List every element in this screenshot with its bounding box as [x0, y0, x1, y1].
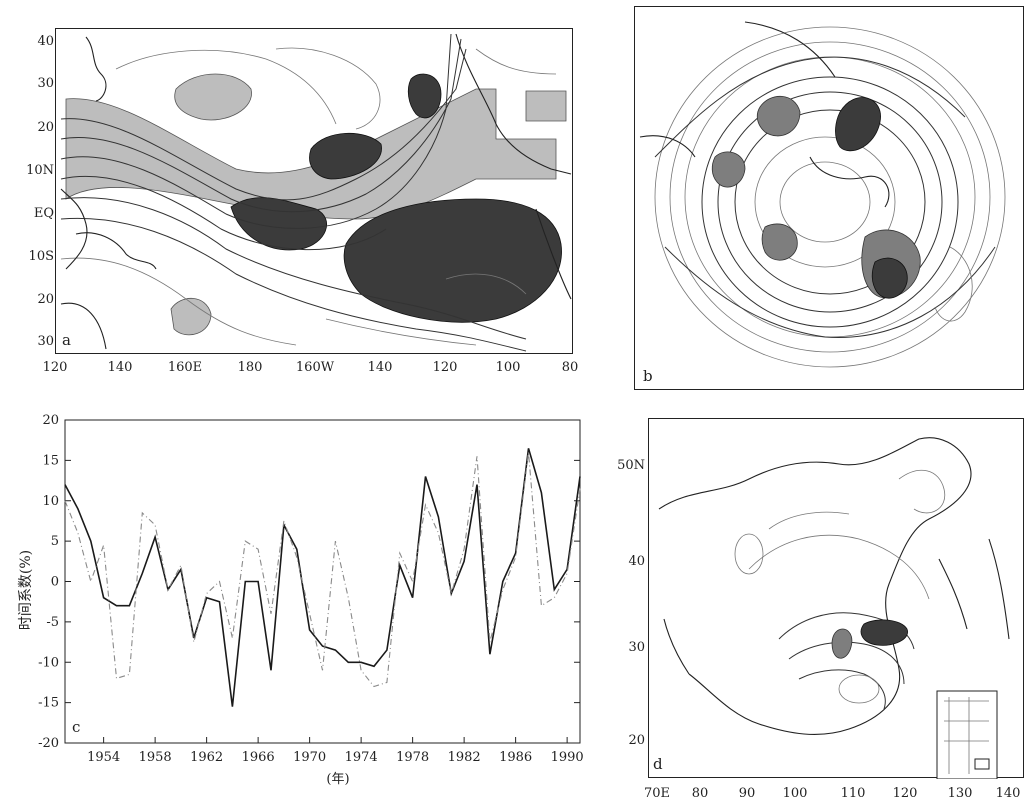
panel-a-ytick-1: 30	[37, 76, 54, 91]
panel-c-ylabel: 时间系数(%)	[18, 549, 34, 631]
chart-c-xtick-label: 1958	[139, 750, 172, 765]
panel-b-contours	[639, 21, 1006, 368]
chart-c-xtick-label: 1986	[499, 750, 532, 765]
panel-c-chart: 20 15 10 5 0 -5 -10 -15 -20 1954 1958 1962 1966 1970 1…	[0, 410, 600, 809]
panel-c-xlabel: (年)	[326, 772, 350, 787]
panel-d-ytick-0: 50N	[617, 458, 645, 473]
panel-d-xtick-3: 100	[782, 786, 808, 801]
panel-b-letter: b	[643, 367, 653, 385]
panel-a-ytick-5: 10S	[28, 249, 54, 264]
panel-d-xtick-4: 110	[840, 786, 866, 801]
panel-a-xtick-4: 160W	[295, 360, 335, 375]
panel-a-ytick-6: 20	[37, 292, 54, 307]
chart-c-ytick-label: 20	[42, 413, 59, 428]
panel-d-map: d	[648, 418, 1024, 779]
panel-d-contours	[658, 437, 1010, 779]
chart-c-ytick-label: 0	[51, 575, 59, 590]
panel-a-ytick-0: 40	[37, 34, 54, 49]
chart-c-xtick-label: 1990	[551, 750, 584, 765]
panel-a-ytick-3: 10N	[26, 163, 54, 178]
panel-b-map: b	[634, 6, 1024, 390]
panel-d-ytick-1: 40	[628, 554, 645, 569]
panel-d-xtick-2: 90	[738, 786, 756, 801]
panel-d-xtick-7: 140	[995, 786, 1021, 801]
panel-d-xtick-1: 80	[691, 786, 709, 801]
chart-c-ytick-label: 10	[42, 494, 59, 509]
chart-c-xtick-label: 1966	[242, 750, 275, 765]
panel-a-letter: a	[62, 331, 71, 349]
panel-c-letter: c	[72, 718, 81, 736]
chart-c-ytick-label: -15	[38, 696, 59, 711]
panel-a-ytick-4: EQ	[33, 206, 54, 221]
chart-c-ytick-label: -5	[46, 615, 59, 630]
panel-a-xtick-8: 80	[561, 360, 579, 375]
panel-a-xtick-0: 120	[42, 360, 68, 375]
chart-c-xtick-label: 1978	[396, 750, 429, 765]
panel-a-ytick-2: 20	[37, 120, 54, 135]
panel-a-xtick-5: 140	[367, 360, 393, 375]
panel-d-letter: d	[653, 755, 663, 773]
panel-d-xtick-6: 130	[947, 786, 973, 801]
panel-c-svg: 20 15 10 5 0 -5 -10 -15 -20 1954 1958 1962 1966 1970 1…	[38, 413, 584, 765]
chart-c-ytick-label: 15	[42, 453, 59, 468]
panel-d-xtick-5: 120	[892, 786, 918, 801]
panel-d-ytick-3: 20	[628, 733, 645, 748]
panel-a-xtick-6: 120	[432, 360, 458, 375]
panel-a-xtick-2: 160E	[167, 360, 203, 375]
panel-a-xtick-3: 180	[237, 360, 263, 375]
chart-c-ytick-label: -20	[38, 736, 59, 751]
chart-c-xtick-label: 1962	[190, 750, 223, 765]
panel-d-ytick-2: 30	[628, 640, 645, 655]
panel-a-xtick-1: 140	[107, 360, 133, 375]
panel-a-xtick-7: 100	[495, 360, 521, 375]
panel-a-map: a	[55, 28, 573, 354]
chart-c-xtick-label: 1982	[448, 750, 481, 765]
chart-c-xtick-label: 1974	[345, 750, 378, 765]
chart-c-xtick-label: 1954	[87, 750, 120, 765]
chart-c-ytick-label: 5	[51, 534, 59, 549]
chart-c-series-0	[64, 448, 581, 707]
chart-c-ytick-label: -10	[38, 655, 59, 670]
panel-d-xtick-0: 70E	[643, 786, 671, 801]
panel-a-contours	[60, 33, 572, 352]
panel-a-ytick-7: 30	[37, 334, 54, 349]
chart-c-xtick-label: 1970	[293, 750, 326, 765]
chart-c-series-1	[64, 452, 581, 688]
